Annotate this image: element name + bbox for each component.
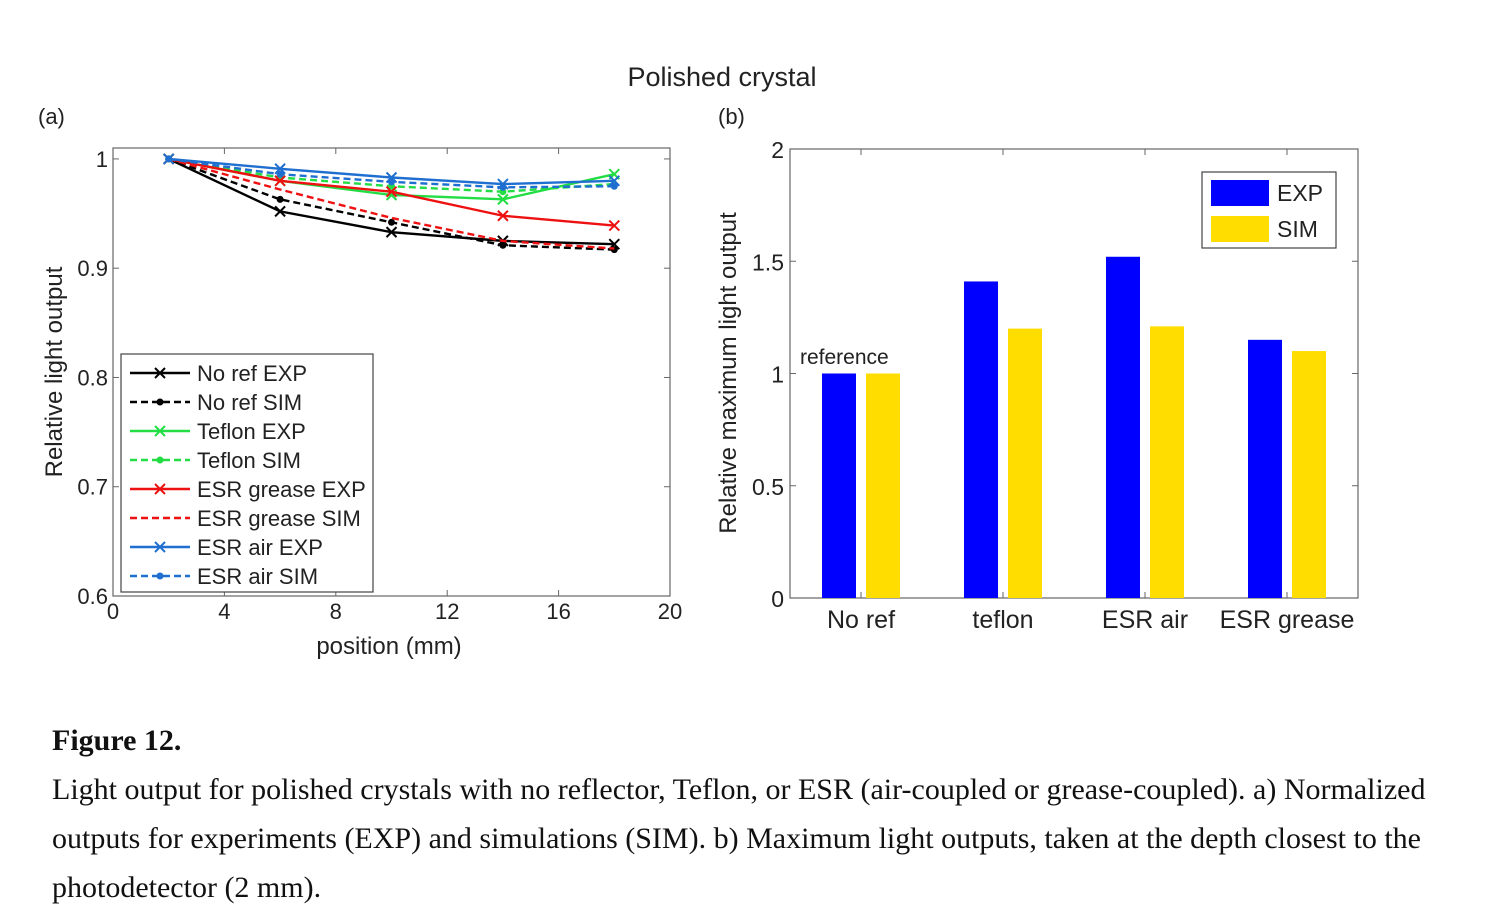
chart-a-marker (154, 483, 166, 495)
figure-title: Polished crystal (627, 62, 816, 92)
chart-a-y-axis: 0.6 0.7 0.8 0.9 1 (77, 147, 670, 609)
chart-a-marker (388, 178, 395, 186)
chart-b-legend: EXP SIM (1201, 171, 1337, 249)
chart-a-legend-entry: ESR grease EXP (130, 477, 366, 502)
chart-a-legend-label: Teflon EXP (197, 419, 306, 444)
chart-a-series-group (162, 153, 621, 254)
chart-a-y-axis-label: Relative light output (41, 266, 68, 477)
chart-a-series-line (168, 157, 615, 250)
chart-a-marker (608, 219, 621, 232)
chart-b-x-tick-label: teflon (972, 606, 1033, 634)
chart-b-y-tick-label: 2 (771, 137, 784, 163)
chart-a-marker (499, 241, 507, 249)
chart-b-x-tick-label: No ref (827, 606, 895, 634)
chart-a-legend-entry: No ref SIM (130, 390, 302, 415)
chart-a-marker (154, 541, 166, 553)
chart-a-legend-entry: No ref EXP (130, 361, 307, 386)
chart-a-x-tick-label: 20 (658, 599, 682, 624)
chart-a-marker (154, 367, 166, 379)
caption-title: Figure 12. (52, 724, 182, 757)
chart-a-x-tick-label: 16 (546, 599, 570, 624)
chart-a-marker (276, 170, 284, 178)
chart-a-legend-label: ESR grease EXP (197, 477, 366, 502)
chart-a-marker (165, 155, 173, 163)
chart-b-bar-exp (822, 373, 856, 598)
chart-b-x-tick-label: ESR air (1102, 606, 1188, 634)
chart-a-marker (497, 193, 509, 206)
chart-a-legend: No ref EXP No ref SIM Teflon EXP Teflon SIM… (120, 353, 374, 593)
chart-a-marker (608, 175, 621, 187)
chart-b: (b) 0 0.5 1 1.5 2 No ref teflon ESR air ESR gre… (715, 104, 1359, 634)
chart-b-legend-entry: SIM (1211, 216, 1318, 242)
chart-b-bar-sim (1008, 328, 1042, 598)
caption-text: Light output for polished crystals with … (52, 773, 1426, 904)
chart-b-bar-exp (1248, 339, 1282, 598)
chart-a-legend-label: ESR air SIM (197, 564, 318, 589)
chart-b-legend-label: EXP (1277, 180, 1323, 206)
chart-b-y-tick-label: 0 (771, 586, 784, 612)
chart-b-y-axis-label: Relative maximum light output (715, 212, 742, 534)
chart-a-x-tick-label: 0 (107, 599, 119, 624)
chart-a-marker (156, 456, 164, 464)
chart-a-marker (385, 185, 398, 198)
chart-b-bar-exp (964, 281, 998, 598)
chart-a-y-tick-label: 0.7 (77, 475, 108, 500)
chart-a-panel-label: (a) (38, 104, 65, 129)
chart-a-x-tick-label: 12 (435, 599, 459, 624)
chart-a-y-tick-label: 0.9 (77, 256, 108, 281)
chart-b-y-tick-label: 1.5 (752, 249, 784, 275)
figure-canvas: Polished crystal (a) 0 4 8 12 16 20 0.60.70.8… (38, 62, 1359, 660)
chart-a-x-axis-label: position (mm) (316, 633, 461, 660)
chart-a-series-1 (165, 155, 618, 254)
chart-a-y-tick-label: 0.8 (77, 365, 108, 390)
chart-b-bar-sim (1292, 351, 1326, 598)
chart-a-marker (497, 210, 509, 222)
chart-a-legend-label: ESR grease SIM (197, 506, 361, 531)
chart-a-marker (156, 398, 164, 406)
chart-a-legend-label: Teflon SIM (197, 448, 301, 473)
chart-b-legend-label: SIM (1277, 216, 1318, 242)
chart-a-marker (276, 195, 284, 203)
chart-b-legend-swatch (1211, 216, 1269, 242)
chart-a-x-tick-label: 8 (330, 599, 342, 624)
chart-b-x-tick-label: ESR grease (1220, 606, 1355, 634)
chart-a: (a) 0 4 8 12 16 20 0.6 0.7 0.8 0.9 1 position (mm… (38, 104, 682, 660)
chart-b-bars-group (822, 256, 1326, 598)
chart-a-legend-entry: ESR air EXP (130, 535, 323, 560)
chart-b-bar-sim (866, 373, 900, 598)
chart-a-legend-entry: Teflon SIM (130, 448, 301, 473)
chart-a-marker (154, 425, 166, 437)
chart-a-legend-entry: Teflon EXP (130, 419, 306, 444)
chart-b-annotation-reference: reference (800, 346, 889, 369)
chart-a-marker (156, 572, 164, 580)
chart-b-x-axis: No ref teflon ESR air ESR grease (827, 149, 1354, 634)
chart-a-legend-box (120, 353, 374, 593)
chart-a-marker (274, 175, 286, 187)
chart-a-legend-label: No ref EXP (197, 361, 307, 386)
chart-b-y-tick-label: 1 (771, 362, 784, 388)
chart-a-legend-entry: ESR grease SIM (130, 506, 361, 531)
chart-a-y-tick-label: 1 (96, 147, 108, 172)
chart-a-y-tick-label: 0.6 (77, 584, 108, 609)
chart-a-series-7 (165, 155, 618, 191)
chart-a-marker (385, 226, 398, 238)
chart-a-legend-entry: ESR air SIM (130, 564, 318, 589)
chart-a-marker (499, 183, 507, 191)
chart-b-y-axis: 0 0.5 1 1.5 2 (752, 137, 1358, 612)
chart-a-x-tick-label: 4 (218, 599, 230, 624)
chart-a-marker (388, 218, 395, 226)
chart-a-series-5 (168, 157, 615, 250)
chart-a-marker (274, 205, 286, 218)
chart-a-marker (610, 182, 618, 190)
chart-b-bar-exp (1106, 256, 1140, 598)
chart-a-legend-label: No ref SIM (197, 390, 302, 415)
chart-b-panel-label: (b) (718, 104, 745, 129)
chart-a-marker (274, 163, 286, 175)
figure-caption: Figure 12. Light output for polished cry… (52, 716, 1452, 912)
chart-b-legend-swatch (1211, 180, 1269, 206)
chart-b-y-tick-label: 0.5 (752, 474, 784, 500)
chart-b-legend-entry: EXP (1211, 180, 1323, 206)
chart-a-legend-label: ESR air EXP (197, 535, 323, 560)
chart-b-bar-sim (1150, 326, 1184, 598)
